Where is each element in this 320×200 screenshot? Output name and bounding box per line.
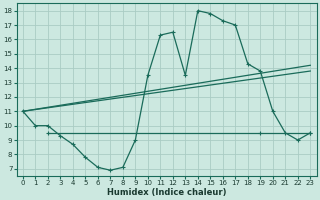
X-axis label: Humidex (Indice chaleur): Humidex (Indice chaleur)	[107, 188, 226, 197]
